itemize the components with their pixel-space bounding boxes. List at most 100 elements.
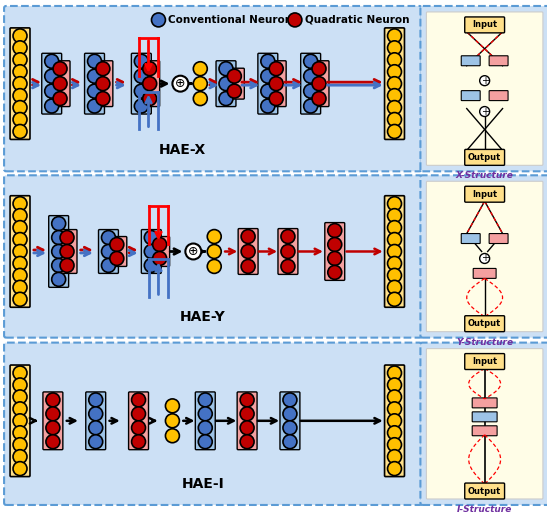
FancyBboxPatch shape [426, 12, 543, 165]
Text: Conventional Neuron: Conventional Neuron [168, 15, 293, 25]
Circle shape [387, 233, 402, 247]
Circle shape [165, 399, 179, 413]
Circle shape [283, 421, 297, 435]
FancyBboxPatch shape [420, 6, 548, 171]
FancyBboxPatch shape [465, 353, 505, 369]
Circle shape [312, 62, 326, 76]
Circle shape [240, 435, 254, 449]
Circle shape [13, 112, 27, 126]
Circle shape [261, 54, 275, 68]
Circle shape [13, 233, 27, 247]
Text: Y-Structure: Y-Structure [456, 337, 513, 347]
FancyBboxPatch shape [85, 392, 106, 449]
Circle shape [13, 77, 27, 91]
Circle shape [89, 421, 102, 435]
Text: ⊕: ⊕ [175, 77, 186, 90]
FancyBboxPatch shape [465, 316, 505, 332]
FancyBboxPatch shape [489, 91, 508, 101]
FancyBboxPatch shape [99, 230, 118, 273]
FancyBboxPatch shape [4, 343, 421, 505]
Circle shape [142, 77, 157, 91]
Circle shape [89, 407, 102, 421]
Circle shape [13, 426, 27, 440]
Circle shape [281, 230, 295, 244]
Circle shape [13, 293, 27, 307]
Circle shape [241, 260, 255, 273]
FancyBboxPatch shape [465, 483, 505, 499]
Circle shape [134, 99, 149, 113]
FancyBboxPatch shape [141, 230, 161, 273]
Circle shape [45, 54, 59, 68]
FancyBboxPatch shape [132, 53, 151, 114]
Circle shape [142, 92, 157, 106]
Text: +: + [481, 76, 489, 86]
Circle shape [13, 101, 27, 115]
Circle shape [13, 390, 27, 404]
Circle shape [304, 54, 318, 68]
FancyBboxPatch shape [216, 61, 236, 107]
Circle shape [132, 435, 146, 449]
Circle shape [240, 393, 254, 407]
FancyBboxPatch shape [224, 68, 244, 99]
Circle shape [387, 64, 402, 78]
FancyBboxPatch shape [420, 175, 548, 337]
Circle shape [328, 251, 342, 265]
Circle shape [241, 230, 255, 244]
Circle shape [328, 237, 342, 251]
FancyBboxPatch shape [10, 28, 30, 139]
Circle shape [387, 112, 402, 126]
Circle shape [387, 53, 402, 67]
Circle shape [480, 253, 489, 264]
FancyBboxPatch shape [465, 186, 505, 202]
FancyBboxPatch shape [4, 6, 421, 171]
FancyBboxPatch shape [258, 53, 278, 114]
Circle shape [219, 77, 233, 91]
Circle shape [387, 414, 402, 428]
Circle shape [387, 89, 402, 103]
Circle shape [13, 402, 27, 416]
Circle shape [312, 92, 326, 106]
Text: Output: Output [468, 319, 501, 328]
FancyBboxPatch shape [266, 61, 286, 107]
Circle shape [165, 429, 179, 443]
FancyBboxPatch shape [50, 61, 70, 107]
FancyBboxPatch shape [385, 28, 404, 139]
Circle shape [387, 280, 402, 294]
FancyBboxPatch shape [461, 234, 480, 244]
Circle shape [144, 259, 158, 272]
Circle shape [13, 438, 27, 452]
Text: I-Structure: I-Structure [457, 505, 512, 514]
Circle shape [13, 197, 27, 211]
FancyBboxPatch shape [140, 61, 159, 107]
Circle shape [387, 245, 402, 259]
Circle shape [134, 69, 149, 83]
Circle shape [13, 414, 27, 428]
Circle shape [13, 208, 27, 222]
Circle shape [132, 393, 146, 407]
Text: X-Structure: X-Structure [456, 171, 513, 180]
Circle shape [387, 268, 402, 282]
Circle shape [288, 13, 302, 27]
Text: +: + [481, 106, 489, 117]
Circle shape [227, 84, 241, 98]
Circle shape [387, 221, 402, 235]
Circle shape [283, 393, 297, 407]
Circle shape [283, 435, 297, 449]
Circle shape [151, 13, 165, 27]
Circle shape [269, 62, 283, 76]
Circle shape [173, 76, 189, 92]
FancyBboxPatch shape [385, 196, 404, 307]
Circle shape [153, 237, 167, 251]
FancyBboxPatch shape [280, 392, 300, 449]
FancyBboxPatch shape [489, 234, 508, 244]
Circle shape [101, 259, 116, 272]
FancyBboxPatch shape [309, 61, 329, 107]
Circle shape [165, 414, 179, 428]
Circle shape [13, 221, 27, 235]
FancyBboxPatch shape [301, 53, 321, 114]
Text: ⊕: ⊕ [188, 245, 198, 258]
FancyBboxPatch shape [465, 150, 505, 165]
Text: Quadratic Neuron: Quadratic Neuron [305, 15, 409, 25]
Circle shape [101, 231, 116, 245]
Circle shape [269, 92, 283, 106]
